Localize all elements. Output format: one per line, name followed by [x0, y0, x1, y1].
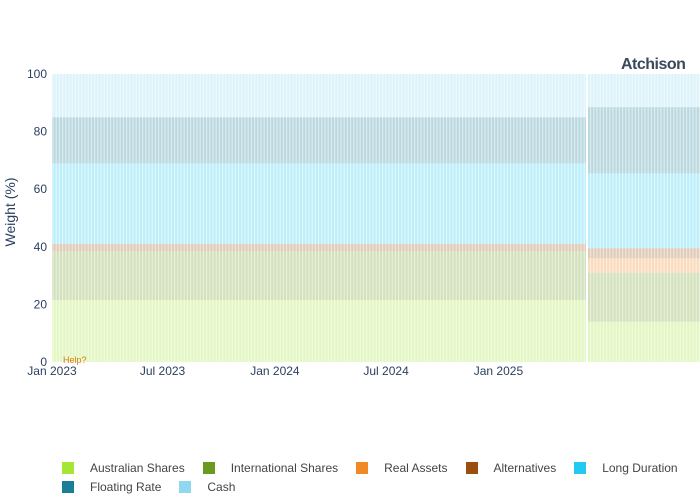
area-real-assets [587, 258, 700, 273]
legend-item-international-shares[interactable]: International Shares [202, 460, 339, 475]
area-floating-rate [587, 107, 700, 174]
x-tick-label: Jul 2023 [140, 364, 186, 378]
legend-row: Floating Rate Cash [62, 477, 698, 496]
area-australian-shares [52, 300, 588, 362]
legend-label: International Shares [230, 460, 339, 475]
y-tick-label: 20 [34, 297, 48, 311]
help-link[interactable]: Help? [63, 355, 87, 365]
area-long-duration [587, 173, 700, 249]
legend-swatch [465, 461, 478, 474]
legend-label: Alternatives [493, 460, 557, 475]
x-tick-label: Jan 2025 [474, 364, 524, 378]
legend-item-alternatives[interactable]: Alternatives [465, 460, 557, 475]
atchison-logo: Atchison [621, 56, 686, 73]
area-cash [587, 74, 700, 108]
legend-item-real-assets[interactable]: Real Assets [356, 460, 448, 475]
hover-bar-overlay [52, 74, 700, 362]
area-international-shares [52, 251, 588, 301]
legend-item-floating-rate[interactable]: Floating Rate [62, 480, 161, 494]
y-tick-label: 60 [34, 182, 48, 196]
legend-swatch [574, 461, 587, 474]
legend-swatch [62, 480, 74, 493]
x-tick-label: Jul 2024 [363, 364, 409, 378]
y-axis-label: Weight (%) [2, 178, 18, 247]
legend-swatch [356, 461, 369, 474]
y-tick-label: 40 [34, 240, 48, 254]
legend-swatch [179, 480, 192, 493]
y-tick-label: 80 [34, 125, 48, 139]
area-long-duration [52, 163, 588, 244]
area-floating-rate [52, 117, 588, 164]
y-axis-ticks: 0 20 40 60 80 100 [27, 67, 47, 369]
legend-row: Australian Shares International Shares Rea… [62, 458, 698, 477]
y-tick-label: 0 [40, 355, 47, 369]
x-tick-label: Jan 2024 [250, 364, 300, 378]
area-alternatives [587, 248, 700, 259]
legend-item-cash[interactable]: Cash [179, 480, 235, 494]
area-international-shares [587, 272, 700, 322]
legend-item-australian-shares[interactable]: Australian Shares [62, 461, 185, 475]
area-alternatives [52, 243, 588, 252]
legend-label: Australian Shares [90, 460, 185, 475]
legend-label: Real Assets [384, 460, 448, 475]
y-tick-label: 100 [27, 67, 47, 81]
legend-swatch [202, 461, 215, 474]
legend-label: Cash [207, 479, 236, 494]
legend-label: Floating Rate [90, 479, 162, 494]
chart-legend: Australian Shares International Shares Rea… [62, 458, 698, 496]
legend-item-long-duration[interactable]: Long Duration [574, 460, 678, 475]
x-axis-ticks: Jan 2023 Jul 2023 Jan 2024 Jul 2024 Jan 2025 [27, 364, 523, 378]
legend-swatch [62, 461, 74, 474]
legend-label: Long Duration [602, 460, 678, 475]
area-cash [52, 74, 588, 118]
x-tick-label: Jan 2023 [27, 364, 77, 378]
area-australian-shares [587, 321, 700, 362]
